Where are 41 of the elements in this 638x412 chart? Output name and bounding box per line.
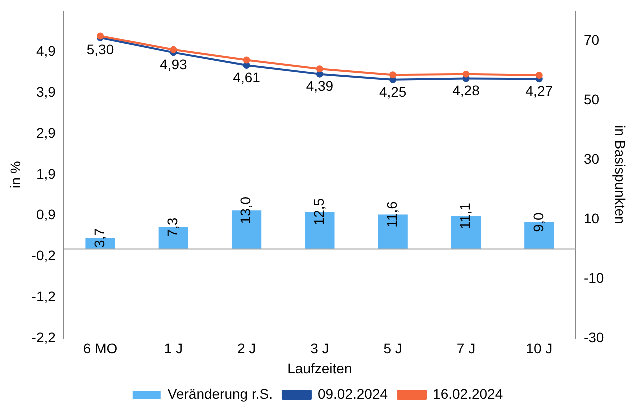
y-tick-label: -2,2 xyxy=(32,329,56,346)
y2-tick-label: 70 xyxy=(584,32,600,48)
data-label: 4,25 xyxy=(379,84,407,100)
data-label: 13,0 xyxy=(238,196,254,224)
y-tick-label: 0,9 xyxy=(36,206,56,223)
x-tick-label: 3 J xyxy=(310,340,330,357)
y2-tick-label: -10 xyxy=(584,270,604,286)
data-label: 4,28 xyxy=(452,82,480,99)
x-tick-label: 1 J xyxy=(164,340,183,357)
data-label: 5,30 xyxy=(86,42,114,58)
y-tick-label: 4,9 xyxy=(36,43,56,60)
data-label: 12,5 xyxy=(310,198,327,226)
y2-tick-label: 10 xyxy=(584,210,600,226)
data-label: 9,0 xyxy=(530,212,546,232)
y-axis-title: in % xyxy=(7,161,24,189)
x-tick-label: 10 J xyxy=(526,340,553,357)
legend-label: 16.02.2024 xyxy=(433,386,504,402)
x-tick-label: 5 J xyxy=(384,340,402,357)
data-label: 4,39 xyxy=(306,78,334,94)
y-tick-label: 1,9 xyxy=(36,166,56,182)
x-tick-label: 7 J xyxy=(456,340,476,357)
legend-label: Veränderung r.S. xyxy=(168,386,273,402)
data-label: 11,1 xyxy=(457,202,474,230)
y2-tick-label: -30 xyxy=(584,329,604,346)
x-axis-title: Laufzeiten xyxy=(288,360,352,376)
data-label: 7,3 xyxy=(164,218,181,238)
data-label: 4,27 xyxy=(526,82,554,99)
legend-label: 09.02.2024 xyxy=(318,386,388,402)
x-tick-label: 2 J xyxy=(237,340,256,357)
y2-axis-title: in Basispunkten xyxy=(612,125,629,224)
y2-tick-label: 50 xyxy=(584,91,600,108)
y-tick-label: 3,9 xyxy=(36,84,56,100)
data-label: 3,7 xyxy=(91,228,108,248)
y2-tick-label: 30 xyxy=(584,150,600,167)
y-tick-label: -0,2 xyxy=(32,248,56,264)
data-label: 4,93 xyxy=(160,56,188,73)
y-tick-label: -1,2 xyxy=(32,288,56,304)
data-label: 11,6 xyxy=(384,201,400,228)
y-tick-label: 2,9 xyxy=(36,124,56,141)
data-label: 4,61 xyxy=(233,69,261,86)
x-tick-label: 6 MO xyxy=(83,340,118,357)
